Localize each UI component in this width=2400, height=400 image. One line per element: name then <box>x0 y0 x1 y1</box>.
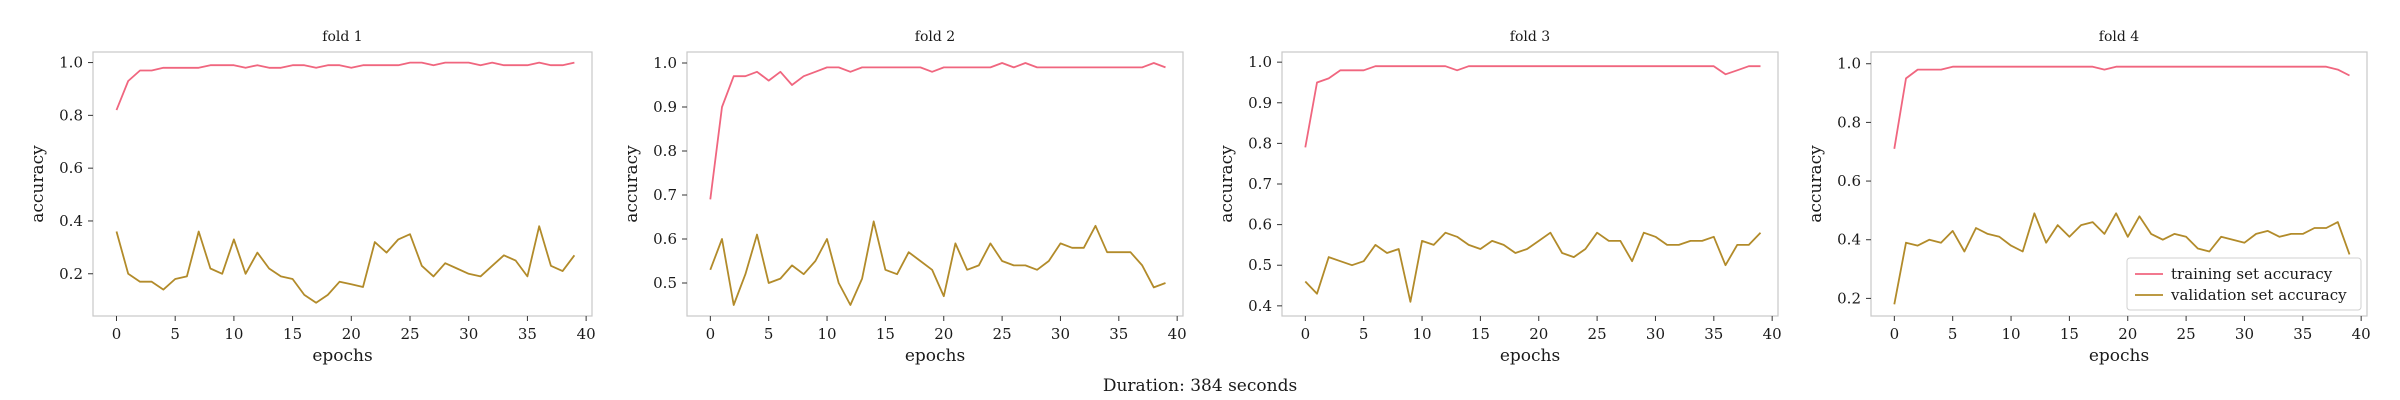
x-tick-label: 0 <box>706 325 716 343</box>
x-tick-label: 15 <box>2060 325 2079 343</box>
x-tick-label: 10 <box>1413 325 1432 343</box>
duration-footer: Duration: 384 seconds <box>1102 376 1298 396</box>
y-tick-label: 0.8 <box>59 106 83 124</box>
x-tick-label: 15 <box>1471 325 1490 343</box>
y-tick-label: 0.6 <box>653 230 677 248</box>
y-axis-label: accuracy <box>1217 145 1237 223</box>
y-tick-label: 0.4 <box>59 212 83 230</box>
x-tick-label: 5 <box>1948 325 1958 343</box>
training-accuracy-line <box>709 62 1166 200</box>
y-tick-label: 0.9 <box>653 98 677 116</box>
chart-title: fold 3 <box>1510 29 1550 45</box>
plot-frame <box>686 51 1184 317</box>
chart-title: fold 2 <box>915 29 955 45</box>
y-tick-label: 1.0 <box>1837 55 1861 73</box>
x-tick-label: 40 <box>1168 325 1187 343</box>
x-tick-label: 30 <box>1051 325 1070 343</box>
x-tick-label: 15 <box>876 325 895 343</box>
training-accuracy-line <box>115 61 575 111</box>
y-tick-label: 0.8 <box>1248 134 1272 152</box>
validation-accuracy-line <box>1893 212 2351 305</box>
chart-panel-4: fold 4 0 5 10 15 20 25 30 35 40 0.2 0.4 0.6 0.8 1.0 epo… <box>1806 29 2371 366</box>
x-tick-label: 10 <box>224 325 243 343</box>
x-tick-label: 0 <box>1301 325 1311 343</box>
x-tick-label: 15 <box>283 325 302 343</box>
y-tick-label: 0.9 <box>1248 94 1272 112</box>
x-tick-label: 35 <box>518 325 537 343</box>
x-tick-label: 35 <box>1704 325 1723 343</box>
x-tick-label: 25 <box>993 325 1012 343</box>
x-tick-label: 5 <box>764 325 774 343</box>
x-tick-label: 25 <box>1588 325 1607 343</box>
y-axis-label: accuracy <box>28 145 48 223</box>
x-axis-label: epochs <box>905 346 965 366</box>
y-tick-label: 0.5 <box>1248 256 1272 274</box>
x-tick-label: 35 <box>2293 325 2312 343</box>
x-axis-label: epochs <box>1500 346 1560 366</box>
plot-frame <box>92 51 593 317</box>
y-tick-label: 0.7 <box>653 186 677 204</box>
y-tick-label: 0.6 <box>59 159 83 177</box>
x-tick-label: 30 <box>2235 325 2254 343</box>
chart-panel-1: fold 1 0 5 10 15 20 25 30 35 40 0.2 0.4 0.6 0.8 1.0 epo… <box>28 29 596 366</box>
legend-label-validation: validation set accuracy <box>2170 286 2347 304</box>
x-tick-label: 10 <box>818 325 837 343</box>
y-tick-label: 0.2 <box>59 265 83 283</box>
y-tick-label: 0.6 <box>1837 172 1861 190</box>
y-axis-label: accuracy <box>1806 145 1826 223</box>
chart-panel-2: fold 2 0 5 10 15 20 25 30 35 40 0.5 0.6 0.7 0.8 0.9 1.0… <box>622 29 1187 366</box>
y-tick-label: 0.5 <box>653 274 677 292</box>
y-tick-label: 0.6 <box>1248 216 1272 234</box>
x-tick-label: 40 <box>1763 325 1782 343</box>
x-tick-label: 0 <box>1890 325 1900 343</box>
training-accuracy-line <box>1893 65 2350 149</box>
y-axis-label: accuracy <box>622 145 642 223</box>
x-tick-label: 20 <box>1529 325 1548 343</box>
y-tick-label: 0.4 <box>1248 297 1272 315</box>
x-tick-label: 20 <box>342 325 361 343</box>
x-tick-label: 25 <box>2177 325 2196 343</box>
x-tick-label: 40 <box>577 325 596 343</box>
y-tick-label: 0.8 <box>653 142 677 160</box>
chart-title: fold 1 <box>322 29 362 45</box>
y-tick-label: 1.0 <box>59 54 83 72</box>
x-tick-label: 5 <box>1359 325 1369 343</box>
x-axis-label: epochs <box>312 346 372 366</box>
x-tick-label: 20 <box>2118 325 2137 343</box>
y-tick-label: 0.2 <box>1837 289 1861 307</box>
chart-panel-3: fold 3 0 5 10 15 20 25 30 35 40 0.4 0.5 0.6 0.7 0.8 0.9… <box>1217 29 1782 366</box>
x-tick-label: 40 <box>2352 325 2371 343</box>
y-tick-label: 1.0 <box>1248 53 1272 71</box>
legend: training set accuracy validation set accu… <box>2126 257 2362 311</box>
legend-label-training: training set accuracy <box>2171 265 2333 283</box>
x-tick-label: 5 <box>170 325 180 343</box>
x-tick-label: 20 <box>934 325 953 343</box>
training-accuracy-line <box>1304 65 1761 148</box>
x-tick-label: 10 <box>2002 325 2021 343</box>
y-tick-label: 0.7 <box>1248 175 1272 193</box>
x-tick-label: 35 <box>1109 325 1128 343</box>
x-tick-label: 0 <box>112 325 122 343</box>
x-tick-label: 30 <box>1646 325 1665 343</box>
validation-accuracy-line <box>1304 231 1762 303</box>
chart-title: fold 4 <box>2099 29 2140 45</box>
validation-accuracy-line <box>115 225 576 304</box>
x-tick-label: 25 <box>400 325 419 343</box>
y-tick-label: 0.8 <box>1837 113 1861 131</box>
y-tick-label: 1.0 <box>653 54 677 72</box>
x-axis-label: epochs <box>2089 346 2149 366</box>
plot-frame <box>1281 51 1779 317</box>
legend-box <box>2126 257 2362 311</box>
validation-accuracy-line <box>709 220 1166 306</box>
x-tick-label: 30 <box>459 325 478 343</box>
y-tick-label: 0.4 <box>1837 231 1861 249</box>
